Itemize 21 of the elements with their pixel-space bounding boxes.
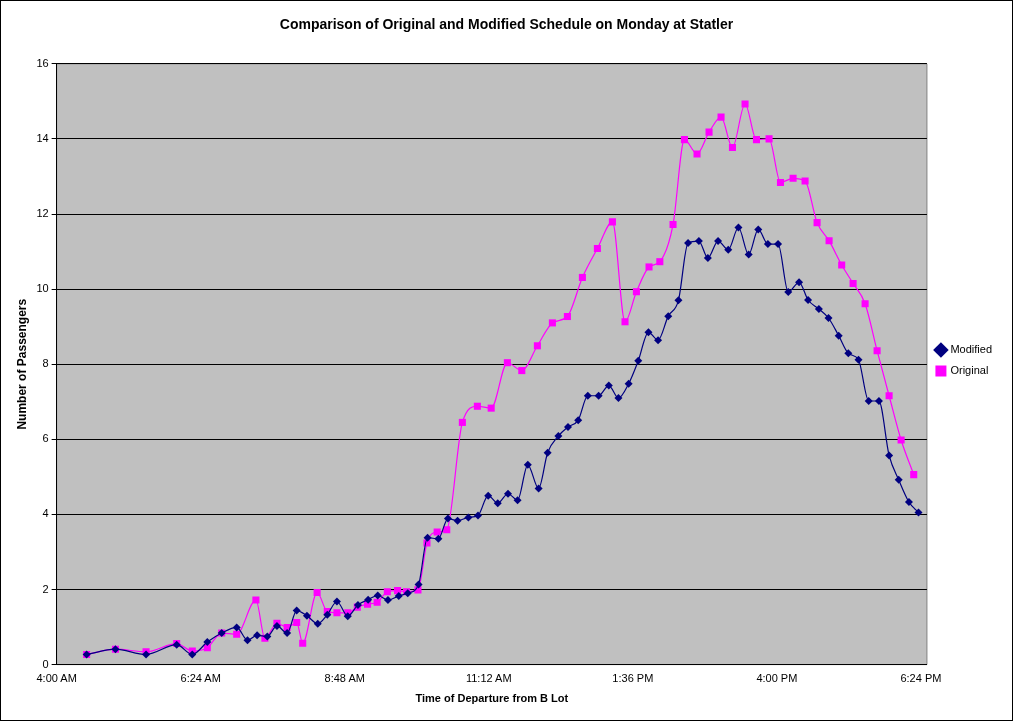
y-axis-title: Number of Passengers: [14, 298, 29, 430]
x-tick-label: 8:48 AM: [324, 672, 365, 685]
y-tick-label: 8: [42, 357, 49, 370]
y-tick-label: 0: [42, 657, 49, 670]
y-tick-label: 4: [42, 507, 49, 520]
y-tick-label: 16: [36, 56, 49, 69]
legend-label: Original: [950, 364, 989, 377]
legend-label: Modified: [950, 343, 992, 356]
x-tick-label: 1:36 PM: [612, 672, 654, 685]
x-tick-label: 4:00 AM: [36, 672, 77, 685]
y-tick-label: 12: [36, 207, 49, 220]
x-tick-label: 4:00 PM: [756, 672, 798, 685]
y-tick-label: 2: [42, 582, 49, 595]
y-tick-label: 10: [36, 282, 49, 295]
x-axis-title: Time of Departure from B Lot: [415, 692, 569, 705]
x-tick-label: 11:12 AM: [465, 672, 512, 685]
chart-title: Comparison of Original and Modified Schedule on Monday at Statler: [279, 16, 734, 33]
x-tick-label: 6:24 AM: [180, 672, 221, 685]
y-tick-label: 6: [42, 432, 49, 445]
x-tick-label: 6:24 PM: [900, 672, 942, 685]
y-tick-label: 14: [36, 131, 49, 144]
